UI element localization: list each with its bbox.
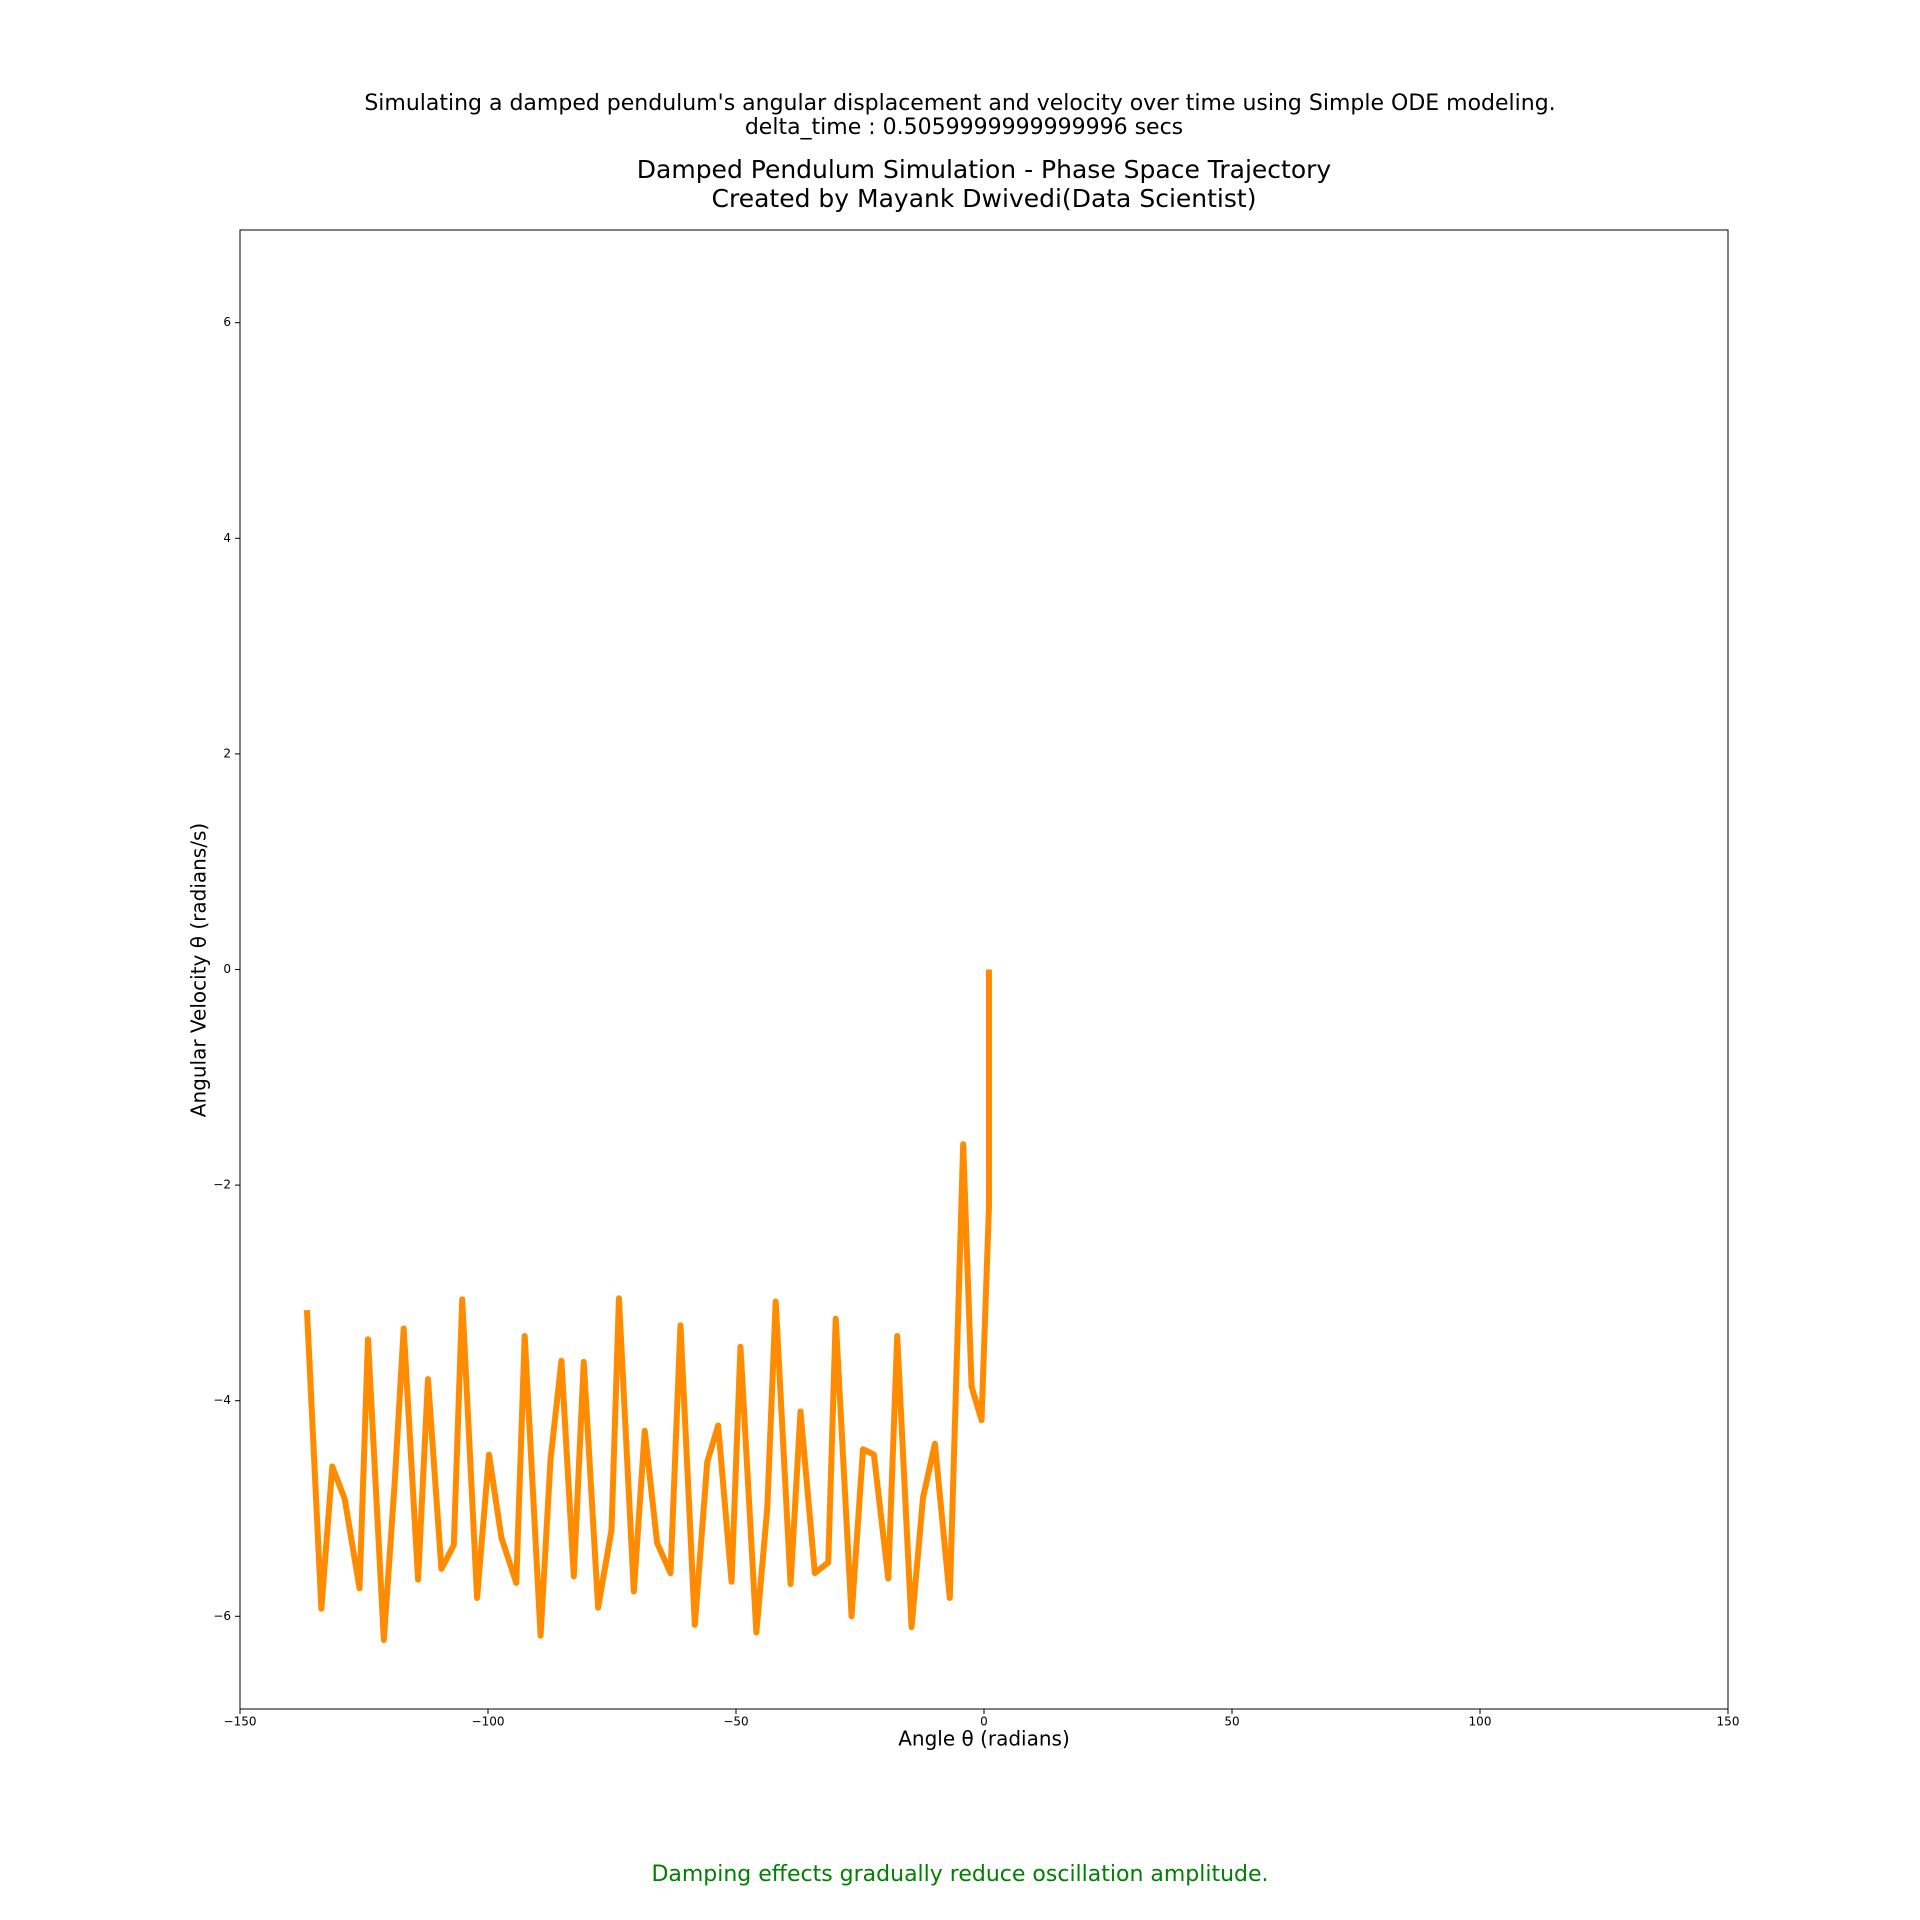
x-tick-label: −50 (723, 1715, 748, 1729)
annotation: Damping effects gradually reduce oscilla… (651, 1862, 1268, 1887)
x-tick-label: 50 (1224, 1715, 1239, 1729)
y-tick-label: 2 (223, 746, 231, 760)
suptitle: delta_time : 0.5059999999999996 secs (745, 115, 1183, 140)
x-tick-label: 100 (1469, 1715, 1492, 1729)
x-tick-label: 150 (1717, 1715, 1740, 1729)
trajectory-line (303, 969, 992, 1644)
y-tick-label: −2 (213, 1178, 231, 1192)
y-tick-label: 6 (223, 315, 231, 329)
x-tick-label: 0 (980, 1715, 988, 1729)
y-axis-label: Angular Velocity θ (radians/s) (187, 823, 211, 1117)
x-axis-label: Angle θ (radians) (898, 1727, 1070, 1751)
y-tick-label: 4 (223, 531, 231, 545)
y-tick-label: −6 (213, 1609, 231, 1623)
x-tick-label: −100 (472, 1715, 505, 1729)
y-tick-label: 0 (223, 962, 231, 976)
chart-title: Damped Pendulum Simulation - Phase Space… (637, 155, 1332, 184)
suptitle: Simulating a damped pendulum's angular d… (364, 91, 1555, 116)
x-tick-label: −150 (224, 1715, 257, 1729)
y-tick-label: −4 (213, 1393, 231, 1407)
plot-frame (239, 229, 1729, 1710)
chart-title: Created by Mayank Dwivedi(Data Scientist… (712, 184, 1257, 213)
